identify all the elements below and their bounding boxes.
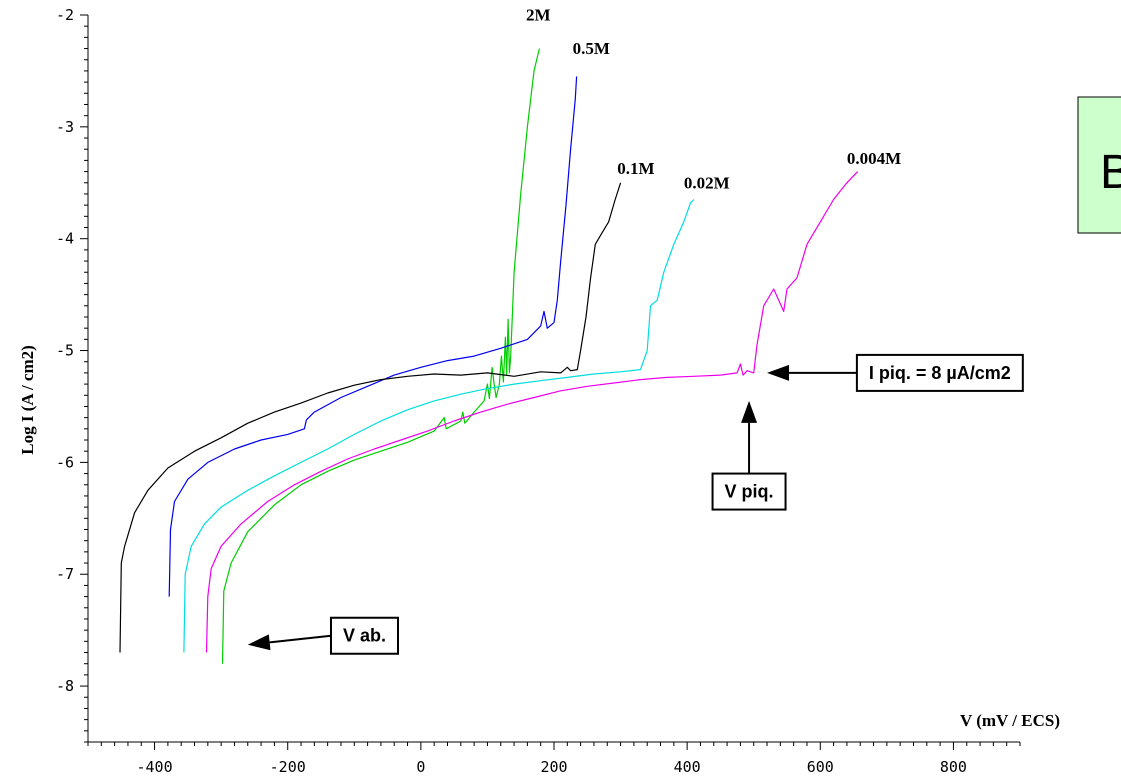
x-tick-label: -200 <box>270 758 306 776</box>
series-line-0.5M <box>168 76 578 597</box>
x-tick-label: 400 <box>674 758 701 776</box>
x-tick-label: 800 <box>940 758 967 776</box>
annotation-label: V ab. <box>343 626 386 646</box>
series-labels: 2M 0.5M 0.1M 0.02M 0.004M <box>526 6 901 193</box>
series-label: 0.1M <box>617 159 654 178</box>
series-line-0.004M <box>205 171 859 653</box>
annotation-arrow-head <box>247 634 271 651</box>
series-label: 2M <box>526 6 551 25</box>
annotation-1: V piq. <box>711 400 787 511</box>
panel-label: B <box>1100 146 1121 199</box>
series-line-0.1M <box>119 182 622 653</box>
y-tick-label: -6 <box>56 453 74 471</box>
x-tick-label: 0 <box>416 758 425 776</box>
annotation-label: V piq. <box>725 482 774 502</box>
x-tick-label: 600 <box>807 758 834 776</box>
y-tick-label: -5 <box>56 342 74 360</box>
annotation-arrow-head <box>741 400 758 423</box>
y-tick-label: -2 <box>56 6 74 24</box>
x-tick-label: -400 <box>137 758 173 776</box>
panel-label-box <box>1077 96 1121 234</box>
series-layer <box>119 48 859 664</box>
y-tick-label: -7 <box>56 565 74 583</box>
x-tick-label: 200 <box>540 758 567 776</box>
series-label: 0.004M <box>847 149 901 168</box>
annotation-2: V ab. <box>247 616 400 655</box>
y-tick-label: -4 <box>56 230 74 248</box>
series-line-2M <box>221 48 540 664</box>
annotation-arrow-shaft <box>269 634 332 644</box>
axes: -400 -200 0 200 400 600 800 -2 -3 -4 -5 -6 -7 -8 <box>56 6 1021 776</box>
annotations: I piq. = 8 µA/cm2 V piq. V ab. <box>247 353 1024 655</box>
y-tick-label: -8 <box>56 677 74 695</box>
annotation-0: I piq. = 8 µA/cm2 <box>767 353 1024 392</box>
annotation-arrow-head <box>767 364 790 381</box>
y-axis-title: Log I (A / cm2) <box>18 345 37 455</box>
annotation-box <box>855 353 1024 392</box>
annotation-label: I piq. = 8 µA/cm2 <box>869 363 1011 383</box>
y-tick-label: -3 <box>56 118 74 136</box>
series-line-0.02M <box>183 199 695 653</box>
annotation-box <box>329 616 400 655</box>
x-axis-title: V (mV / ECS) <box>960 711 1060 730</box>
annotation-box <box>711 472 787 511</box>
series-label: 0.5M <box>573 39 610 58</box>
series-label: 0.02M <box>684 173 730 192</box>
